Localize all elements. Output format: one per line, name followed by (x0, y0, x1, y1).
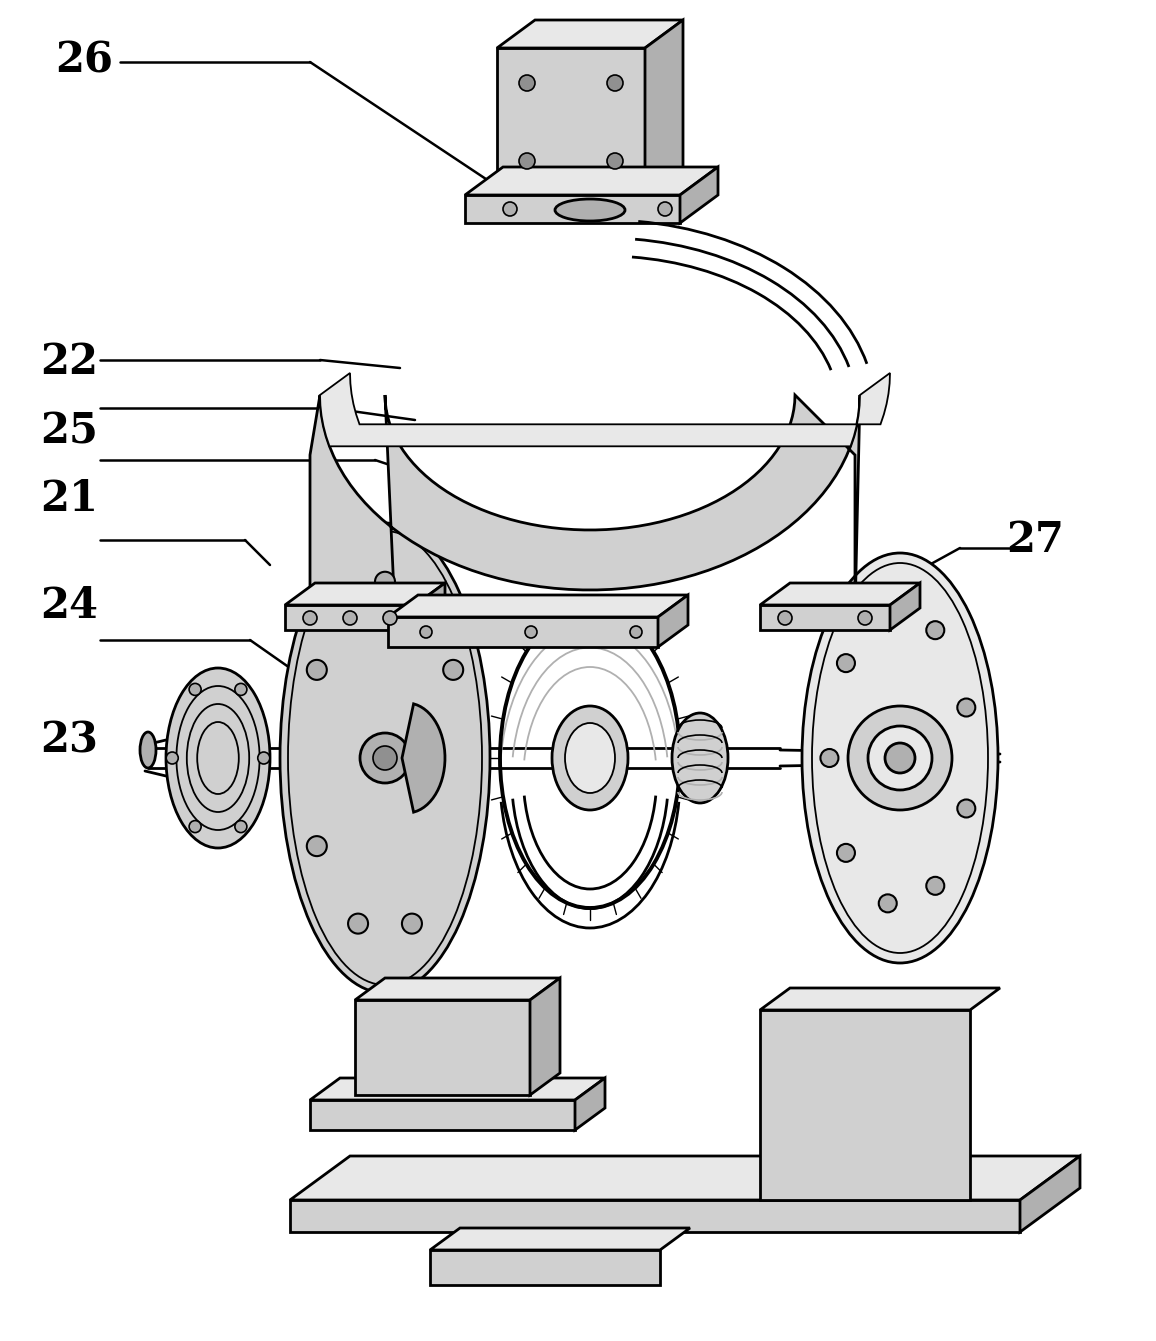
Polygon shape (430, 1228, 690, 1250)
Circle shape (235, 821, 247, 833)
Circle shape (373, 746, 397, 770)
Polygon shape (465, 168, 718, 194)
Ellipse shape (140, 732, 156, 768)
Text: 25: 25 (40, 410, 98, 453)
Polygon shape (430, 1250, 660, 1285)
Polygon shape (310, 396, 860, 616)
Circle shape (303, 611, 317, 625)
Polygon shape (286, 583, 445, 605)
Polygon shape (680, 168, 718, 223)
Circle shape (235, 684, 247, 696)
Ellipse shape (565, 723, 615, 793)
Polygon shape (890, 583, 920, 630)
Polygon shape (497, 48, 645, 196)
Polygon shape (320, 373, 890, 447)
Circle shape (306, 660, 327, 680)
Circle shape (519, 75, 535, 91)
Circle shape (658, 202, 672, 216)
Circle shape (630, 626, 642, 638)
Circle shape (957, 699, 976, 716)
Ellipse shape (802, 552, 998, 963)
Text: 23: 23 (40, 719, 98, 762)
Circle shape (849, 705, 953, 810)
Polygon shape (388, 617, 658, 646)
Polygon shape (759, 988, 1000, 1010)
Circle shape (190, 821, 201, 833)
Polygon shape (402, 704, 445, 813)
Polygon shape (759, 605, 890, 630)
Circle shape (383, 611, 397, 625)
Polygon shape (310, 1100, 575, 1130)
Polygon shape (645, 20, 683, 196)
Polygon shape (1020, 1156, 1080, 1232)
Circle shape (306, 837, 327, 856)
Polygon shape (310, 1078, 605, 1100)
Ellipse shape (280, 523, 490, 992)
Circle shape (402, 913, 422, 933)
Polygon shape (290, 1156, 1080, 1200)
Ellipse shape (166, 668, 271, 848)
Circle shape (343, 611, 357, 625)
Circle shape (348, 913, 368, 933)
Circle shape (375, 571, 395, 591)
Circle shape (258, 752, 269, 764)
Polygon shape (415, 583, 445, 630)
Polygon shape (286, 605, 415, 630)
Polygon shape (388, 595, 688, 617)
Polygon shape (465, 194, 680, 223)
Circle shape (443, 660, 464, 680)
Polygon shape (355, 978, 560, 1000)
Text: 26: 26 (55, 39, 113, 82)
Polygon shape (759, 1010, 970, 1200)
Text: 21: 21 (40, 477, 98, 520)
Circle shape (420, 626, 432, 638)
Circle shape (607, 153, 623, 169)
Circle shape (190, 684, 201, 696)
Polygon shape (759, 583, 920, 605)
Polygon shape (658, 595, 688, 646)
Circle shape (926, 877, 944, 894)
Circle shape (360, 734, 410, 783)
Polygon shape (355, 1000, 529, 1096)
Text: 22: 22 (40, 341, 98, 384)
Circle shape (607, 75, 623, 91)
Circle shape (879, 603, 897, 622)
Circle shape (519, 153, 535, 169)
Ellipse shape (553, 705, 628, 810)
Polygon shape (575, 1078, 605, 1130)
Polygon shape (290, 1200, 1020, 1232)
Text: 27: 27 (1006, 519, 1064, 562)
Polygon shape (529, 978, 560, 1096)
Circle shape (868, 725, 932, 790)
Ellipse shape (555, 198, 625, 221)
Circle shape (503, 202, 517, 216)
Circle shape (885, 743, 916, 772)
Circle shape (525, 626, 538, 638)
Circle shape (837, 843, 855, 862)
Circle shape (778, 611, 792, 625)
Ellipse shape (672, 713, 728, 803)
Circle shape (821, 750, 838, 767)
Circle shape (837, 654, 855, 672)
Circle shape (166, 752, 178, 764)
Circle shape (926, 621, 944, 640)
Circle shape (879, 894, 897, 912)
Circle shape (957, 799, 976, 818)
Polygon shape (497, 20, 683, 48)
Circle shape (858, 611, 872, 625)
Text: 24: 24 (40, 585, 98, 628)
